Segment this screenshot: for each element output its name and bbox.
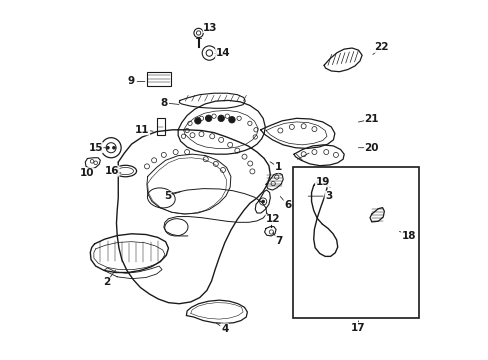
Bar: [147, 72, 171, 86]
Circle shape: [106, 146, 109, 149]
Text: 21: 21: [364, 114, 378, 124]
Circle shape: [205, 115, 211, 122]
Text: 9: 9: [128, 76, 135, 86]
Text: 1: 1: [274, 162, 282, 172]
Text: 20: 20: [364, 143, 378, 153]
Text: 11: 11: [135, 125, 149, 135]
Text: 18: 18: [401, 231, 415, 240]
Text: 5: 5: [163, 191, 171, 201]
Bar: [156, 118, 164, 135]
Text: 6: 6: [284, 200, 290, 210]
Text: 13: 13: [203, 23, 217, 33]
Text: 4: 4: [221, 324, 228, 334]
Text: 15: 15: [88, 143, 102, 153]
Text: 22: 22: [373, 42, 388, 52]
Text: 17: 17: [350, 323, 365, 333]
Bar: [292, 167, 418, 318]
Text: 8: 8: [160, 98, 167, 108]
Circle shape: [194, 118, 201, 124]
Circle shape: [218, 115, 224, 122]
Text: 10: 10: [79, 168, 94, 178]
Circle shape: [228, 117, 235, 123]
Text: 19: 19: [315, 177, 329, 187]
Text: 12: 12: [265, 215, 280, 224]
Text: 7: 7: [274, 236, 282, 246]
Circle shape: [261, 200, 264, 203]
Text: 2: 2: [102, 277, 110, 287]
Text: 3: 3: [325, 191, 332, 201]
Text: 16: 16: [104, 166, 119, 176]
Text: 14: 14: [215, 48, 230, 58]
Circle shape: [112, 146, 115, 149]
